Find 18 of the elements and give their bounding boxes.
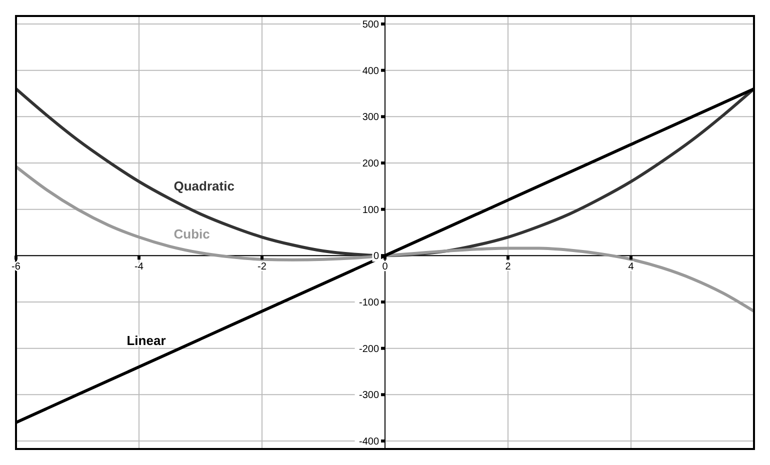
y-tick-label: 500: [362, 20, 380, 30]
x-tick-label: 4: [628, 262, 634, 273]
series-label: Cubic: [174, 226, 210, 242]
y-tick-label: 200: [362, 158, 380, 170]
y-tick-label: 400: [362, 66, 380, 77]
line-series: [14, 87, 756, 258]
y-tick-label: -100: [358, 298, 380, 308]
y-tick-label: 0: [373, 251, 380, 262]
y-tick-label: -400: [358, 436, 380, 448]
x-tick-label: -4: [134, 262, 144, 273]
series-label: Linear: [126, 332, 166, 348]
x-tick-label: -2: [258, 262, 267, 273]
y-tick-label: 300: [362, 112, 380, 124]
x-tick-label: 2: [505, 262, 512, 273]
series-label: Quadratic: [174, 178, 234, 194]
y-tick-label: -300: [358, 390, 380, 402]
y-tick-label: 100: [362, 204, 380, 216]
y-tick-label: -200: [358, 344, 380, 355]
